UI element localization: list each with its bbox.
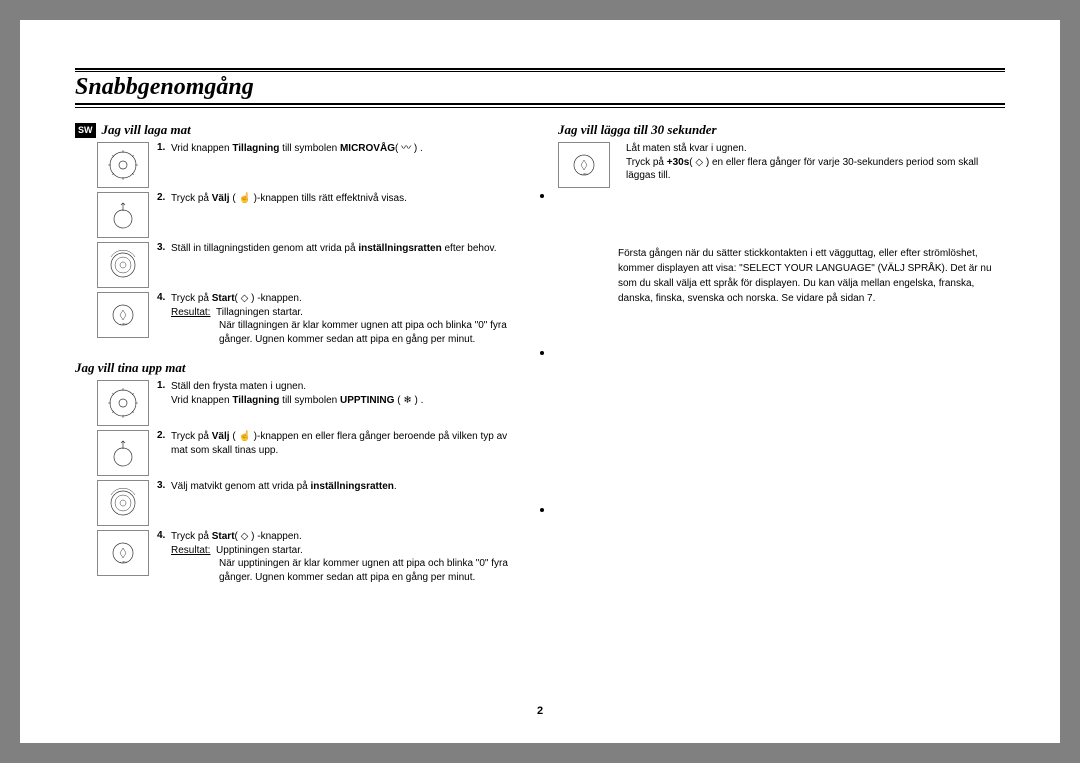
top-rule [75,68,1005,72]
defrost-step-3: 3. Välj matvikt genom att vrida på instä… [75,480,522,526]
dial-icon [97,142,149,188]
result-detail: När tillagningen är klar kommer ugnen at… [171,319,522,346]
section-title-cook: Jag vill laga mat [102,122,191,138]
defrost-steps: 1. Ställ den frysta maten i ugnen. Vrid … [75,380,522,584]
dial-icon [97,380,149,426]
thin-rule [75,107,1005,108]
svg-text:+ 30s: + 30s [119,560,127,564]
left-column: SW Jag vill laga mat 1. Vrid knappen Til… [75,118,540,588]
section-head-defrost: Jag vill tina upp mat [75,360,522,376]
page-number: 2 [20,705,1060,717]
section-title-add30: Jag vill lägga till 30 sekunder [558,122,717,138]
step-text: Vrid knappen Tillagning till symbolen MI… [171,142,423,156]
defrost-step-1: 1. Ställ den frysta maten i ugnen. Vrid … [75,380,522,426]
step-text: Ställ den frysta maten i ugnen. Vrid kna… [171,380,423,407]
diamond-icon: ◇ [695,157,703,168]
step-text: Tryck på Start( ◇ ) -knappen. Resultat: … [171,530,522,584]
title-bar: Snabbgenomgång [75,74,1005,105]
page-title: Snabbgenomgång [75,74,254,101]
select-button-icon [97,430,149,476]
cook-step-3: 3. Ställ in tillagningstiden genom att v… [75,242,522,288]
section-title-defrost: Jag vill tina upp mat [75,360,186,376]
hand-icon: ☝ [238,431,250,442]
cook-step-2: 2. Tryck på Välj ( ☝ )-knappen tills rät… [75,192,522,238]
start-button-icon: + 30s [97,292,149,338]
hand-icon: ☝ [238,193,250,204]
select-button-icon [97,192,149,238]
step-num: 4. [157,292,171,303]
columns: SW Jag vill laga mat 1. Vrid knappen Til… [75,118,1005,588]
step-text: Låt maten stå kvar i ugnen. Tryck på +30… [626,142,1005,183]
snowflake-icon: ❄ [403,395,411,406]
step-num: 3. [157,480,171,491]
cook-step-1: 1. Vrid knappen Tillagning till symbolen… [75,142,522,188]
microwave-icon: 〰 [401,143,411,154]
section-head-cook: SW Jag vill laga mat [75,122,522,138]
defrost-step-2: 2. Tryck på Välj ( ☝ )-knappen en eller … [75,430,522,476]
step-text: Välj matvikt genom att vrida på inställn… [171,480,397,494]
result-detail: När upptiningen är klar kommer ugnen att… [171,557,522,584]
timer-dial-icon [97,242,149,288]
step-text: Tryck på Välj ( ☝ )-knappen en eller fle… [171,430,522,457]
timer-dial-icon [97,480,149,526]
step-text: Tryck på Start( ◇ ) -knappen. Resultat: … [171,292,522,346]
step-num: 2. [157,192,171,203]
step-text: Ställ in tillagningstiden genom att vrid… [171,242,497,256]
document-page: Snabbgenomgång SW Jag vill laga mat 1. V… [20,20,1060,743]
result-label: Resultat: [171,307,210,318]
start-button-icon: + 30s [97,530,149,576]
step-num: 1. [157,380,171,391]
cook-steps: 1. Vrid knappen Tillagning till symbolen… [75,142,522,346]
cook-step-4: + 30s 4. Tryck på Start( ◇ ) -knappen. R… [75,292,522,346]
result-label: Resultat: [171,545,210,556]
right-column: Jag vill lägga till 30 sekunder + 30s Lå… [540,118,1005,588]
svg-text:+ 30s: + 30s [580,172,588,176]
step-num: 1. [157,142,171,153]
defrost-step-4: + 30s 4. Tryck på Start( ◇ ) -knappen. R… [75,530,522,584]
step-num: 3. [157,242,171,253]
language-note: Första gången när du sätter stickkontakt… [558,246,1005,306]
section-head-add30: Jag vill lägga till 30 sekunder [558,122,1005,138]
svg-text:+ 30s: + 30s [119,322,127,326]
sw-badge: SW [75,123,96,138]
step-num: 2. [157,430,171,441]
step-text: Tryck på Välj ( ☝ )-knappen tills rätt e… [171,192,407,206]
add30-step: + 30s Låt maten stå kvar i ugnen. Tryck … [558,142,1005,188]
start-button-icon: + 30s [558,142,610,188]
step-num: 4. [157,530,171,541]
